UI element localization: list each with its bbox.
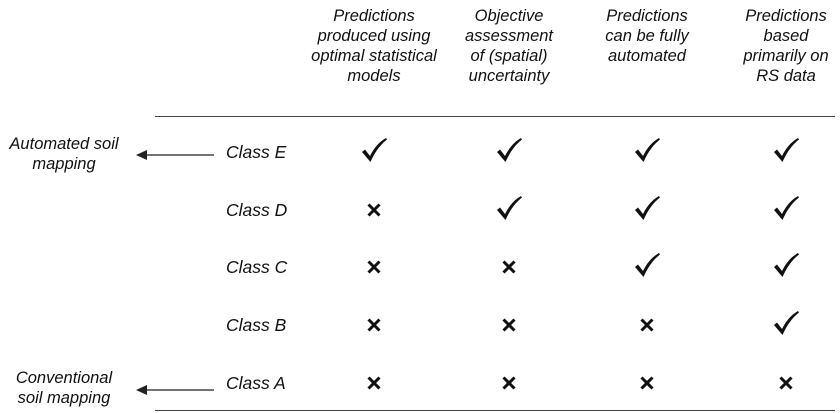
- cross-icon: [367, 203, 381, 217]
- annotation-line: Conventional: [15, 369, 113, 387]
- column-header-line: models: [347, 67, 401, 85]
- cross-icon: [367, 318, 381, 332]
- cross-icon: [640, 376, 654, 390]
- column-header-line: based: [763, 27, 809, 45]
- annotation-line: mapping: [32, 155, 96, 173]
- check-icon: [774, 311, 799, 335]
- cross-icon: [640, 318, 654, 332]
- column-header-line: Predictions: [333, 7, 415, 25]
- column-header-line: Objective: [474, 7, 544, 25]
- column-header-line: Predictions: [606, 7, 688, 25]
- arrow-automated: [136, 150, 214, 160]
- column-header-uncertainty: Objective assessment of (spatial) uncertain…: [443, 6, 575, 86]
- cross-icon: [367, 376, 381, 390]
- cross-icon: [502, 376, 516, 390]
- annotation-automated: Automated soil mapping: [0, 134, 128, 174]
- row-label: Class D: [226, 200, 288, 220]
- bottom-rule: [155, 410, 835, 411]
- check-icon: [774, 253, 799, 277]
- arrow-conventional: [136, 385, 214, 395]
- column-header-automated: Predictions can be fully automated: [581, 6, 713, 66]
- column-header-rs-data: Predictions based primarily on RS data: [720, 6, 840, 86]
- column-header-line: automated: [608, 47, 686, 65]
- cross-icon: [367, 260, 381, 274]
- annotation-conventional: Conventional soil mapping: [0, 368, 128, 408]
- header-rule: [155, 116, 835, 117]
- annotation-line: Automated soil: [9, 135, 119, 153]
- column-header-optimal-models: Predictions produced using optimal statist…: [308, 6, 440, 86]
- column-header-line: uncertainty: [468, 67, 550, 85]
- check-icon: [635, 196, 660, 220]
- cross-icon: [502, 318, 516, 332]
- column-header-line: Predictions: [745, 7, 827, 25]
- column-header-line: optimal statistical: [311, 47, 437, 65]
- cross-icon: [502, 260, 516, 274]
- row-label: Class C: [226, 257, 288, 277]
- column-header-line: primarily on: [743, 47, 829, 65]
- column-header-line: RS data: [756, 67, 816, 85]
- row-label: Class A: [226, 373, 286, 393]
- column-header-line: assessment: [464, 27, 554, 45]
- column-header-line: can be fully: [605, 27, 689, 45]
- check-icon: [362, 138, 387, 162]
- check-icon: [635, 253, 660, 277]
- row-label: Class E: [226, 142, 287, 162]
- check-icon: [497, 138, 522, 162]
- annotation-line: soil mapping: [17, 389, 111, 407]
- check-icon: [635, 138, 660, 162]
- check-icon: [774, 138, 799, 162]
- check-icon: [774, 196, 799, 220]
- column-header-line: of (spatial): [470, 47, 548, 65]
- check-icon: [497, 196, 522, 220]
- row-label: Class B: [226, 315, 287, 335]
- cross-icon: [779, 376, 793, 390]
- column-header-line: produced using: [317, 27, 431, 45]
